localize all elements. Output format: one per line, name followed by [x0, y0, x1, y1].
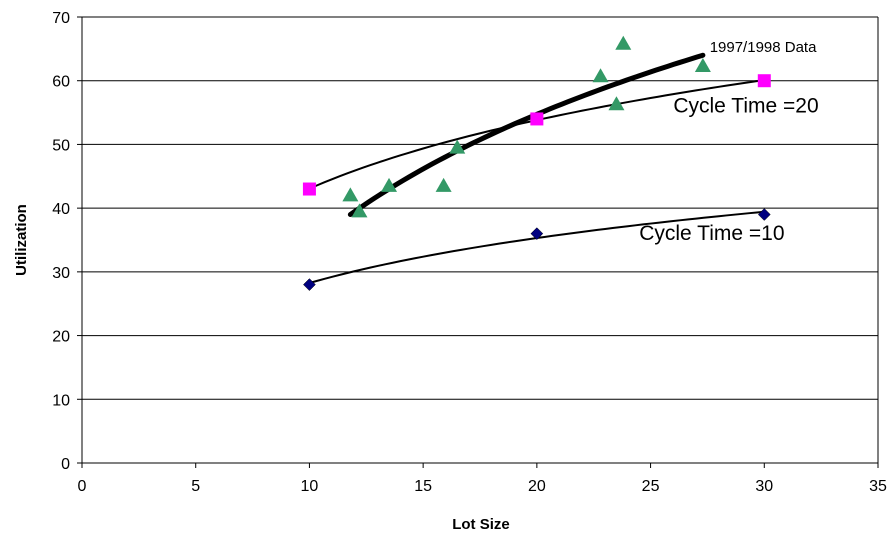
annotation-label: Cycle Time =10	[639, 222, 784, 245]
tick-labels: 0 10 20 30 40 50 60 70 0 5 10 15 20 25 30 35	[52, 10, 887, 495]
x-axis-title: Lot Size	[452, 516, 510, 533]
y-tick-label: 70	[52, 10, 70, 27]
x-tick-label: 5	[191, 478, 200, 495]
grid-lines	[82, 16, 878, 400]
triangle-marker	[615, 35, 632, 50]
triangle-marker	[351, 203, 368, 218]
y-tick-label: 20	[52, 329, 70, 346]
triangle-marker	[694, 58, 711, 73]
triangle-marker	[449, 139, 466, 154]
trendline-series-3	[347, 52, 706, 218]
diamond-marker	[303, 278, 316, 291]
axes	[77, 16, 879, 468]
x-tick-label: 35	[869, 478, 887, 495]
data-markers	[302, 35, 771, 291]
triangle-marker	[592, 68, 609, 83]
y-axis-title: Utilization	[13, 204, 30, 276]
y-tick-label: 40	[52, 201, 70, 218]
triangle-marker	[608, 96, 625, 111]
x-tick-label: 15	[414, 478, 432, 495]
square-marker	[757, 74, 771, 88]
annotations: 1997/1998 Data Cycle Time =20 Cycle Time =…	[639, 39, 818, 245]
diamond-marker	[757, 208, 771, 221]
y-tick-label: 0	[61, 456, 70, 473]
triangle-marker	[435, 177, 452, 192]
diamond-marker	[530, 227, 544, 240]
annotation-label: 1997/1998 Data	[710, 39, 817, 56]
x-tick-label: 0	[78, 478, 87, 495]
triangle-marker	[381, 177, 398, 192]
y-tick-label: 50	[52, 137, 70, 154]
x-tick-label: 10	[301, 478, 319, 495]
annotation-label: Cycle Time =20	[673, 95, 818, 118]
y-tick-label: 30	[52, 265, 70, 282]
triangle-marker	[342, 187, 359, 202]
x-tick-label: 20	[528, 478, 546, 495]
y-tick-label: 10	[52, 392, 70, 409]
square-marker	[530, 112, 544, 126]
x-tick-label: 30	[755, 478, 773, 495]
plot-area	[82, 17, 878, 463]
y-tick-label: 60	[52, 74, 70, 91]
square-marker	[302, 182, 316, 196]
x-tick-label: 25	[642, 478, 660, 495]
